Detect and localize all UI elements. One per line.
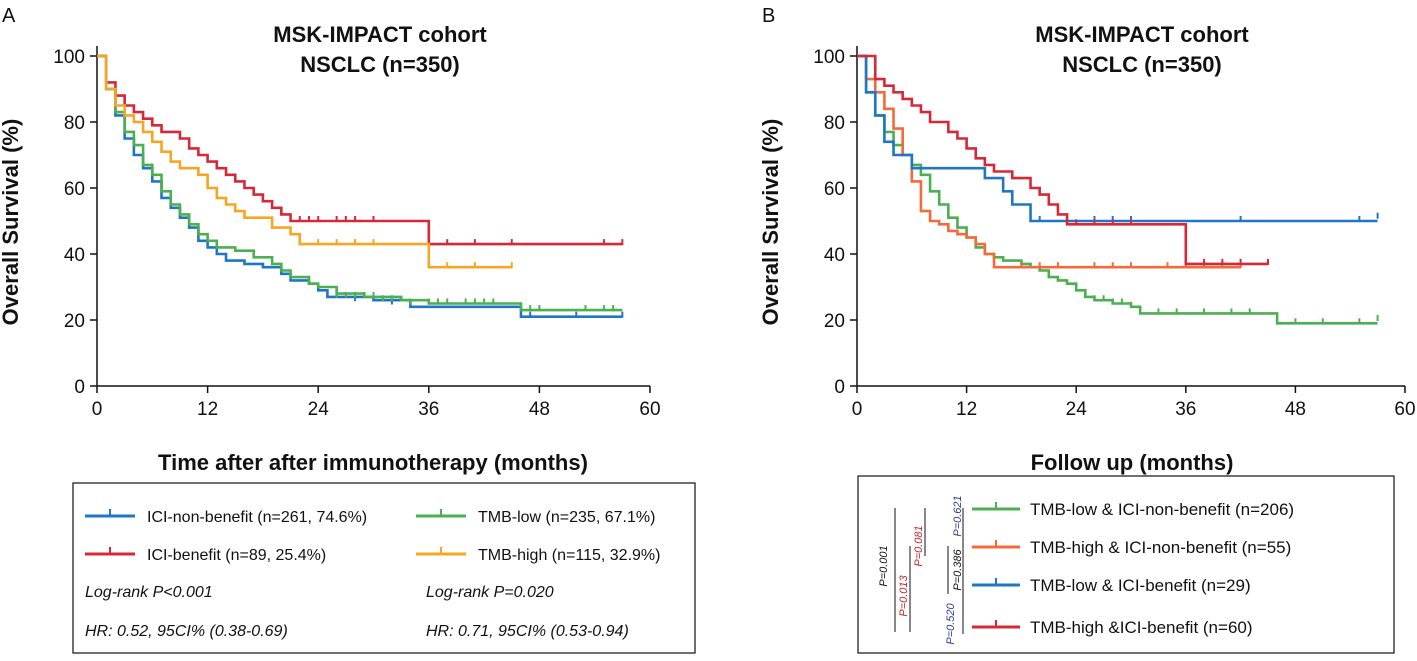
x-tick-label: 36 <box>1175 399 1196 420</box>
panel-a-xlabel: Time after after immunotherapy (months) <box>158 450 588 475</box>
legend-a-entry-2: TMB-low (n=235, 67.1%) <box>478 509 655 526</box>
legend-b-swatch-1 <box>972 540 1020 549</box>
panel-b: B MSK-IMPACT cohort NSCLC (n=350) Overal… <box>758 5 1416 654</box>
y-tick-label: 100 <box>53 47 85 68</box>
legend-a-swatch-3 <box>416 547 466 556</box>
legend-a-logrank-left: Log-rank P<0.001 <box>85 584 213 601</box>
y-tick-label: 20 <box>824 311 845 332</box>
x-tick-label: 48 <box>1285 399 1306 420</box>
legend-a-entry-1: ICI-benefit (n=89, 25.4%) <box>147 547 326 564</box>
panel-a-subtitle: NSCLC (n=350) <box>300 52 460 77</box>
panel-b-legend: P=0.001 P=0.013 P=0.081 P=0.386 P=0.621 … <box>878 495 1294 644</box>
panel-b-title: MSK-IMPACT cohort <box>1035 22 1249 47</box>
panel-b-ylabel: Overall Survival (%) <box>758 119 783 326</box>
y-tick-label: 100 <box>813 47 845 68</box>
pval-1: P=0.013 <box>898 574 910 616</box>
panel-b-xlabel: Follow up (months) <box>1031 450 1234 475</box>
panel-a-ylabel: Overall Survival (%) <box>0 119 23 326</box>
y-tick-label: 0 <box>74 377 85 398</box>
panel-a-series <box>97 54 624 318</box>
legend-a-swatch-1 <box>85 547 135 556</box>
panel-a-letter: A <box>2 5 16 27</box>
legend-a-hr-right: HR: 0.71, 95CI% (0.53-0.94) <box>426 623 629 640</box>
panel-a: A MSK-IMPACT cohort NSCLC (n=350) Overal… <box>0 5 696 654</box>
km-curve-b-0 <box>857 54 1378 325</box>
legend-b-entry-2: TMB-low & ICI-benefit (n=29) <box>1030 576 1251 595</box>
legend-b-swatch-0 <box>972 502 1020 511</box>
panel-a-legend: ICI-non-benefit (n=261, 74.6%) ICI-benef… <box>85 509 660 640</box>
panel-b-letter: B <box>762 5 775 27</box>
legend-a-swatch-0 <box>85 509 135 518</box>
x-tick-label: 24 <box>308 399 330 420</box>
km-curve-a-2 <box>97 54 623 246</box>
y-tick-label: 80 <box>824 113 845 134</box>
panel-a-axes: 0 20 40 60 80 100 0 12 24 36 48 60 <box>53 46 661 420</box>
legend-b-entry-1: TMB-high & ICI-non-benefit (n=55) <box>1030 538 1291 557</box>
x-tick-label: 0 <box>92 399 103 420</box>
y-tick-label: 60 <box>64 179 85 200</box>
km-curve-a-1 <box>97 54 623 312</box>
x-tick-label: 24 <box>1066 399 1088 420</box>
x-tick-label: 12 <box>197 399 218 420</box>
legend-a-entry-0: ICI-non-benefit (n=261, 74.6%) <box>147 509 367 526</box>
panel-b-legend-box <box>857 475 1395 654</box>
legend-a-entry-3: TMB-high (n=115, 32.9%) <box>478 547 660 564</box>
y-tick-label: 80 <box>64 113 85 134</box>
pval-0: P=0.001 <box>878 545 890 586</box>
x-tick-label: 12 <box>956 399 977 420</box>
km-curve-b-3 <box>857 54 1268 266</box>
x-tick-label: 60 <box>1394 399 1415 420</box>
legend-b-entry-3: TMB-high &ICI-benefit (n=60) <box>1030 618 1253 637</box>
pval-4: P=0.621 <box>952 495 964 536</box>
km-curve-b-2 <box>857 54 1378 223</box>
x-tick-label: 36 <box>418 399 439 420</box>
x-tick-label: 0 <box>852 399 863 420</box>
legend-b-entry-0: TMB-low & ICI-non-benefit (n=206) <box>1030 500 1294 519</box>
panel-b-series <box>857 54 1379 325</box>
panel-b-subtitle: NSCLC (n=350) <box>1062 52 1222 77</box>
km-curve-b-1 <box>857 54 1241 269</box>
legend-b-swatch-3 <box>972 620 1020 629</box>
y-tick-label: 40 <box>64 245 85 266</box>
y-tick-label: 40 <box>824 245 845 266</box>
legend-a-swatch-2 <box>416 509 466 518</box>
y-tick-label: 60 <box>824 179 845 200</box>
panel-b-axes: 0 20 40 60 80 100 0 12 24 36 48 60 <box>813 46 1416 420</box>
pval-2: P=0.081 <box>913 525 925 566</box>
pval-3: P=0.386 <box>952 548 964 590</box>
legend-a-hr-left: HR: 0.52, 95CI% (0.38-0.69) <box>85 623 288 640</box>
legend-b-swatch-2 <box>972 578 1020 587</box>
x-tick-label: 60 <box>639 399 660 420</box>
y-tick-label: 20 <box>64 311 85 332</box>
x-tick-label: 48 <box>529 399 550 420</box>
y-tick-label: 0 <box>834 377 845 398</box>
km-curve-a-0 <box>97 54 623 318</box>
pval-5: P=0.520 <box>945 602 957 644</box>
panel-a-title: MSK-IMPACT cohort <box>273 22 487 47</box>
km-curve-a-3 <box>97 54 512 269</box>
panel-a-legend-box <box>72 482 696 654</box>
legend-a-logrank-right: Log-rank P=0.020 <box>426 584 554 601</box>
